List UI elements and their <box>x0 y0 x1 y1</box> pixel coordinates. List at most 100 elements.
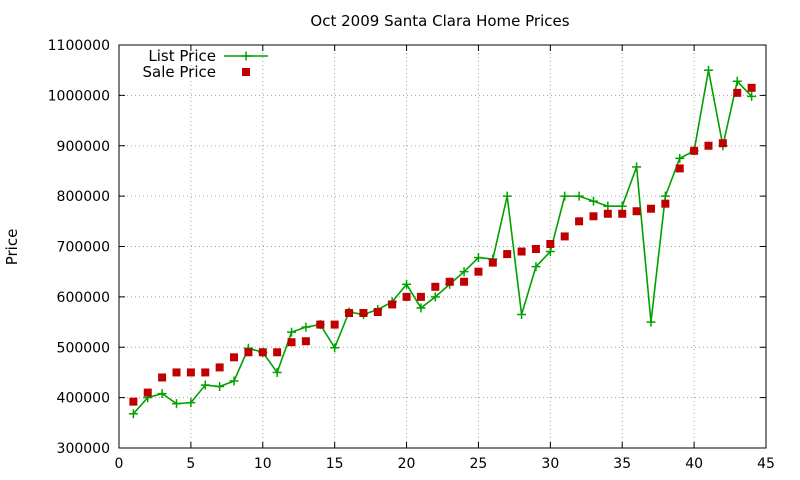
legend-label-list-price: List Price <box>148 47 216 65</box>
list-price-point <box>560 191 570 201</box>
sale-price-point <box>690 146 699 155</box>
x-tick-label: 40 <box>685 456 703 472</box>
list-price-point <box>617 201 627 211</box>
x-tick-label: 15 <box>326 456 344 472</box>
sale-price-point <box>359 308 368 317</box>
y-tick-label: 300000 <box>57 441 110 457</box>
list-price-point <box>603 201 613 211</box>
legend-key-sale-price <box>242 68 250 76</box>
x-tick-label: 35 <box>613 456 631 472</box>
sale-price-point <box>273 348 282 357</box>
list-price-point <box>272 367 282 377</box>
sale-price-point <box>517 247 526 256</box>
list-price-point <box>330 343 340 353</box>
y-tick-label: 500000 <box>57 340 110 356</box>
legend-label-sale-price: Sale Price <box>143 63 216 81</box>
sale-price-point <box>431 282 440 291</box>
sale-price-point <box>416 292 425 301</box>
list-price-point <box>287 327 297 337</box>
sale-price-point <box>186 368 195 377</box>
list-price-point <box>459 267 469 277</box>
list-price-point <box>301 322 311 332</box>
y-tick-label: 800000 <box>57 189 110 205</box>
sale-price-point <box>460 277 469 286</box>
sale-price-point <box>172 368 181 377</box>
sale-price-point <box>345 308 354 317</box>
sale-price-point <box>230 353 239 362</box>
sale-price-point <box>373 307 382 316</box>
y-tick-label: 1000000 <box>48 88 110 104</box>
sale-price-point <box>402 292 411 301</box>
chart-title: Oct 2009 Santa Clara Home Prices <box>310 12 569 30</box>
list-price-point <box>747 91 757 101</box>
x-tick-label: 10 <box>254 456 272 472</box>
list-price-point <box>157 389 167 399</box>
sale-price-point <box>445 277 454 286</box>
sale-price-point <box>215 363 224 372</box>
x-tick-label: 20 <box>398 456 416 472</box>
plot-frame <box>118 44 767 449</box>
axis-ticks: 0 5 10 15 20 25 30 35 40 45 300000 400000 500000 6000… <box>48 38 775 472</box>
list-price-point <box>229 376 239 386</box>
series-marks <box>128 65 757 419</box>
sale-price-point <box>704 141 713 150</box>
list-price-line <box>132 70 753 415</box>
y-tick-label: 700000 <box>57 240 110 256</box>
x-tick-label: 30 <box>541 456 559 472</box>
list-price-point <box>402 279 412 289</box>
sale-price-point <box>143 388 152 397</box>
list-price-point <box>632 162 642 172</box>
y-axis-label: Price <box>3 229 21 266</box>
sale-price-point <box>575 217 584 226</box>
sale-price-point <box>129 397 138 406</box>
sale-price-point <box>287 338 296 347</box>
y-tick-label: 900000 <box>57 139 110 155</box>
sale-price-point <box>603 209 612 218</box>
list-price-point <box>416 303 426 313</box>
sale-price-point <box>546 239 555 248</box>
sale-price-point <box>388 300 397 309</box>
sale-price-point <box>733 88 742 97</box>
grid-lines <box>119 45 766 448</box>
list-price-point <box>675 153 685 163</box>
sale-price-point <box>503 250 512 259</box>
sale-price-point <box>718 139 727 148</box>
sale-price-point <box>330 320 339 329</box>
sale-price-point <box>589 212 598 221</box>
list-price-point <box>574 191 584 201</box>
y-tick-label: 400000 <box>57 391 110 407</box>
list-price-point <box>588 196 598 206</box>
list-price-point <box>172 399 182 409</box>
list-price-point <box>473 253 483 263</box>
list-price-point <box>430 292 440 302</box>
list-price-point <box>215 382 225 392</box>
list-price-point <box>200 380 210 390</box>
sale-price-point <box>560 232 569 241</box>
sale-price-point <box>244 348 253 357</box>
x-tick-label: 5 <box>186 456 195 472</box>
list-price-point <box>186 398 196 408</box>
list-price-point <box>531 262 541 272</box>
list-price-point <box>128 409 138 419</box>
sale-price-point <box>747 83 756 92</box>
sale-price-point <box>488 258 497 267</box>
sale-price-point <box>646 204 655 213</box>
list-price-point <box>545 247 555 257</box>
sale-price-point <box>632 207 641 216</box>
legend-key-list-price-marker <box>241 51 251 61</box>
legend: List Price Sale Price <box>143 47 268 81</box>
sale-price-point <box>531 245 540 254</box>
sale-price-point <box>661 199 670 208</box>
sale-price-point <box>474 267 483 276</box>
sale-price-point <box>675 164 684 173</box>
list-price-point <box>703 65 713 75</box>
list-price-point <box>502 191 512 201</box>
list-price-point <box>732 76 742 86</box>
sale-price-point <box>258 348 267 357</box>
list-price-point <box>646 317 656 327</box>
x-tick-label: 25 <box>470 456 488 472</box>
sale-price-point <box>201 368 210 377</box>
y-tick-label: 1100000 <box>48 38 110 54</box>
sale-price-point <box>316 320 325 329</box>
